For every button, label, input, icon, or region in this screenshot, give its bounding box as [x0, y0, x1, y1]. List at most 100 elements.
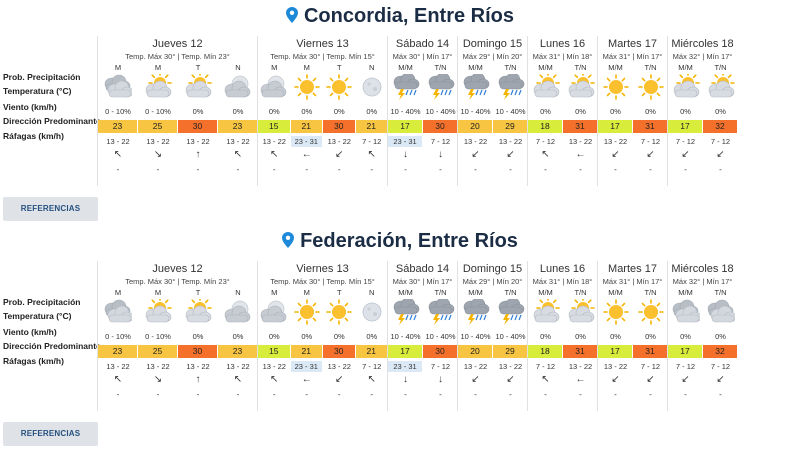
slot-period: M [303, 63, 310, 72]
slot-period: T/N [504, 63, 517, 72]
wind-direction-icon: ↓ [438, 149, 443, 160]
slot-period: T [336, 63, 342, 72]
gusts-value: - [474, 390, 477, 399]
day-column: Jueves 12 Temp. Máx 30° | Temp. Mín 23° M … [97, 36, 257, 186]
references-button[interactable]: REFERENCIAS [3, 197, 98, 221]
precip-probability: 0 - 10% [105, 107, 131, 116]
references-button[interactable]: REFERENCIAS [3, 422, 98, 446]
forecast-grid: Jueves 12 Temp. Máx 30° | Temp. Mín 23° M … [97, 36, 800, 186]
wind-speed: 13 - 22 [226, 137, 250, 146]
day-column: Viernes 13 Temp. Máx 30° | Temp. Mín 15° M… [257, 261, 387, 411]
slot-period: M [154, 63, 162, 72]
row-label-precip: Prob. Precipitación [3, 72, 81, 82]
wind-speed: 13 - 22 [106, 362, 130, 371]
wind-direction-icon: ↙ [646, 374, 655, 385]
day-temp-range: Temp. Máx 30° | Temp. Mín 23° [125, 277, 230, 286]
day-name: Miércoles 18 [671, 38, 734, 50]
cloudy-night-icon [218, 74, 258, 100]
temperature-cell: 23 [218, 345, 257, 358]
wind-direction-icon: ↖ [541, 374, 550, 385]
gusts-value: - [509, 390, 512, 399]
gusts-value: - [719, 390, 722, 399]
slot-period: M [271, 63, 278, 72]
cloudy-icon [98, 299, 138, 325]
slot-period: N [235, 63, 241, 72]
day-temp-range: Máx 30° | Mín 17° [392, 277, 453, 286]
precip-probability: 0 - 10% [145, 107, 171, 116]
slot-period: T/N [714, 288, 727, 297]
day-column: Domingo 15 Máx 29° | Mín 20° M/M 10 - 40% 2… [457, 261, 527, 411]
gusts-value: - [236, 390, 240, 399]
slot-period: M/M [538, 63, 553, 72]
moon-icon [356, 299, 389, 325]
sun-icon [633, 74, 668, 100]
wind-speed: 13 - 22 [106, 137, 130, 146]
wind-speed: 13 - 22 [186, 362, 210, 371]
slot-period: M [114, 63, 122, 72]
temperature-cell: 21 [290, 345, 322, 358]
wind-direction-icon: ↙ [681, 149, 690, 160]
temperature-cell: 30 [323, 345, 355, 358]
slot-period: T [195, 63, 201, 72]
temperature-cell: 30 [423, 120, 457, 133]
wind-direction-icon: ↓ [403, 149, 408, 160]
precip-probability: 10 - 40% [390, 332, 421, 341]
moon-icon [356, 74, 389, 100]
gusts-value: - [719, 165, 722, 174]
temperature-cell: 21 [355, 345, 387, 358]
precip-probability: 0% [610, 107, 621, 116]
row-label-direction: Dirección Predominante [3, 341, 101, 351]
storm-icon [388, 74, 423, 100]
gusts-value: - [579, 165, 582, 174]
row-label-gusts: Ráfagas (km/h) [3, 356, 64, 366]
precip-probability: 10 - 40% [460, 332, 491, 341]
wind-direction-icon: ↑ [195, 149, 201, 160]
precip-probability: 0 - 10% [145, 332, 171, 341]
sun-icon [323, 74, 356, 100]
wind-speed: 13 - 22 [262, 362, 286, 371]
cloudy-icon [668, 299, 703, 325]
precip-probability: 0% [575, 107, 586, 116]
wind-direction-icon: ← [301, 374, 312, 385]
gusts-value: - [116, 390, 120, 399]
precip-probability: 10 - 40% [495, 107, 526, 116]
slot-period: M/M [538, 288, 553, 297]
wind-speed: 7 - 12 [675, 362, 696, 371]
gusts-value: - [196, 165, 200, 174]
storm-icon [458, 74, 493, 100]
precip-probability: 10 - 40% [425, 107, 456, 116]
gusts-value: - [305, 165, 309, 174]
day-name: Lunes 16 [539, 263, 586, 275]
wind-direction-icon: ↘ [153, 374, 163, 385]
day-temp-range: Máx 29° | Mín 20° [462, 52, 523, 61]
storm-icon [493, 74, 528, 100]
wind-direction-icon: ↖ [270, 149, 279, 160]
day-column: Miércoles 18 Máx 32° | Mín 17° M/M 0% 17 7 -… [667, 36, 737, 186]
temperature-cell: 21 [290, 120, 322, 133]
gusts-value: - [272, 165, 276, 174]
wind-direction-icon: ↖ [367, 374, 376, 385]
precip-probability: 0% [333, 332, 345, 341]
gusts-value: - [236, 165, 240, 174]
wind-direction-icon: ↙ [611, 149, 620, 160]
wind-direction-icon: ↙ [716, 374, 725, 385]
gusts-value: - [404, 165, 407, 174]
wind-direction-icon: ↖ [270, 374, 279, 385]
temperature-cell: 17 [388, 120, 422, 133]
slot-period: M [303, 288, 310, 297]
wind-speed: 7 - 12 [710, 137, 731, 146]
day-temp-range: Temp. Máx 30° | Temp. Mín 23° [125, 52, 230, 61]
row-label-temp: Temperatura (°C) [3, 311, 72, 321]
sun-icon [291, 299, 324, 325]
precip-probability: 10 - 40% [425, 332, 456, 341]
temperature-cell: 18 [528, 120, 562, 133]
wind-direction-icon: ← [301, 149, 312, 160]
cloudy-night-icon [218, 299, 258, 325]
cloudy-icon [703, 299, 738, 325]
slot-period: T/N [714, 63, 727, 72]
gusts-value: - [370, 165, 374, 174]
slot-period: T/N [434, 63, 447, 72]
day-column: Domingo 15 Máx 29° | Mín 20° M/M 10 - 40% 2… [457, 36, 527, 186]
day-temp-range: Máx 31° | Mín 17° [602, 52, 663, 61]
wind-speed: 7 - 12 [430, 137, 451, 146]
